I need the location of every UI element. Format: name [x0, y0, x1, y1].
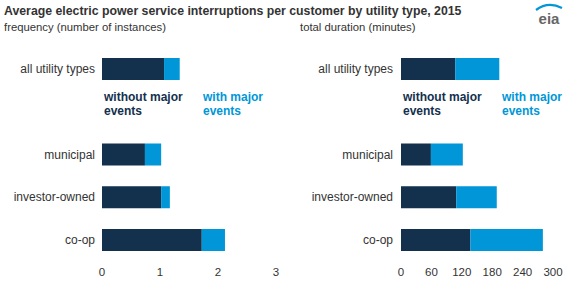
chart-root: Average electric power service interrupt…: [0, 0, 572, 286]
tick-mark: [553, 260, 554, 262]
tick-label: 1: [157, 266, 163, 278]
chart-panel: total duration (minutes) all utility type…: [300, 21, 563, 278]
subtitle: frequency (number of instances): [4, 21, 166, 33]
bar: [401, 58, 455, 80]
tick-mark: [276, 260, 277, 262]
bar: [161, 186, 170, 208]
bar: [401, 229, 470, 251]
tick-mark: [431, 260, 432, 262]
bars: [401, 58, 543, 251]
bar: [455, 58, 499, 80]
bar: [102, 229, 202, 251]
bar: [456, 186, 497, 208]
legend-line: events: [502, 104, 540, 118]
chart-panel: frequency (number of instances) all utili…: [4, 21, 279, 278]
tick-label: 60: [425, 266, 438, 278]
bar: [145, 144, 161, 166]
bar: [401, 186, 456, 208]
bar: [202, 229, 225, 251]
tick-label: 2: [215, 266, 221, 278]
bar: [431, 144, 463, 166]
legend-line: with major: [202, 90, 263, 104]
legend-line: without major: [103, 90, 183, 104]
category-label: municipal: [342, 148, 393, 162]
tick-mark: [401, 260, 402, 262]
tick-label: 0: [398, 266, 404, 278]
bar: [164, 58, 180, 80]
legend-line: without major: [402, 90, 482, 104]
legend-label: without majorevents: [103, 90, 183, 118]
bar: [470, 229, 542, 251]
tick-mark: [102, 260, 103, 262]
category-label: co-op: [65, 233, 95, 247]
category-label: municipal: [44, 148, 95, 162]
legend-line: events: [104, 104, 142, 118]
tick-mark: [492, 260, 493, 262]
bar: [102, 186, 161, 208]
logo: eia: [539, 10, 561, 27]
legend-label: without majorevents: [402, 90, 482, 118]
legend-line: events: [203, 104, 241, 118]
bar: [401, 144, 431, 166]
title: Average electric power service interrupt…: [4, 4, 462, 18]
category-label: co-op: [363, 233, 393, 247]
tick-mark: [218, 260, 219, 262]
category-label: all utility types: [20, 62, 95, 76]
category-label: investor-owned: [14, 190, 95, 204]
legend-label: with majorevents: [202, 90, 263, 118]
category-label: all utility types: [318, 62, 393, 76]
subtitle: total duration (minutes): [300, 21, 416, 33]
tick-label: 240: [513, 266, 532, 278]
category-label: investor-owned: [312, 190, 393, 204]
legend-line: with major: [501, 90, 562, 104]
tick-mark: [461, 260, 462, 262]
tick-label: 300: [543, 266, 562, 278]
bar: [102, 144, 145, 166]
tick-mark: [522, 260, 523, 262]
tick-label: 180: [483, 266, 502, 278]
legend-line: events: [403, 104, 441, 118]
tick-label: 3: [273, 266, 279, 278]
tick-label: 120: [452, 266, 471, 278]
bar: [102, 58, 164, 80]
tick-mark: [160, 260, 161, 262]
bars: [102, 58, 225, 251]
legend-label: with majorevents: [501, 90, 562, 118]
tick-label: 0: [99, 266, 105, 278]
